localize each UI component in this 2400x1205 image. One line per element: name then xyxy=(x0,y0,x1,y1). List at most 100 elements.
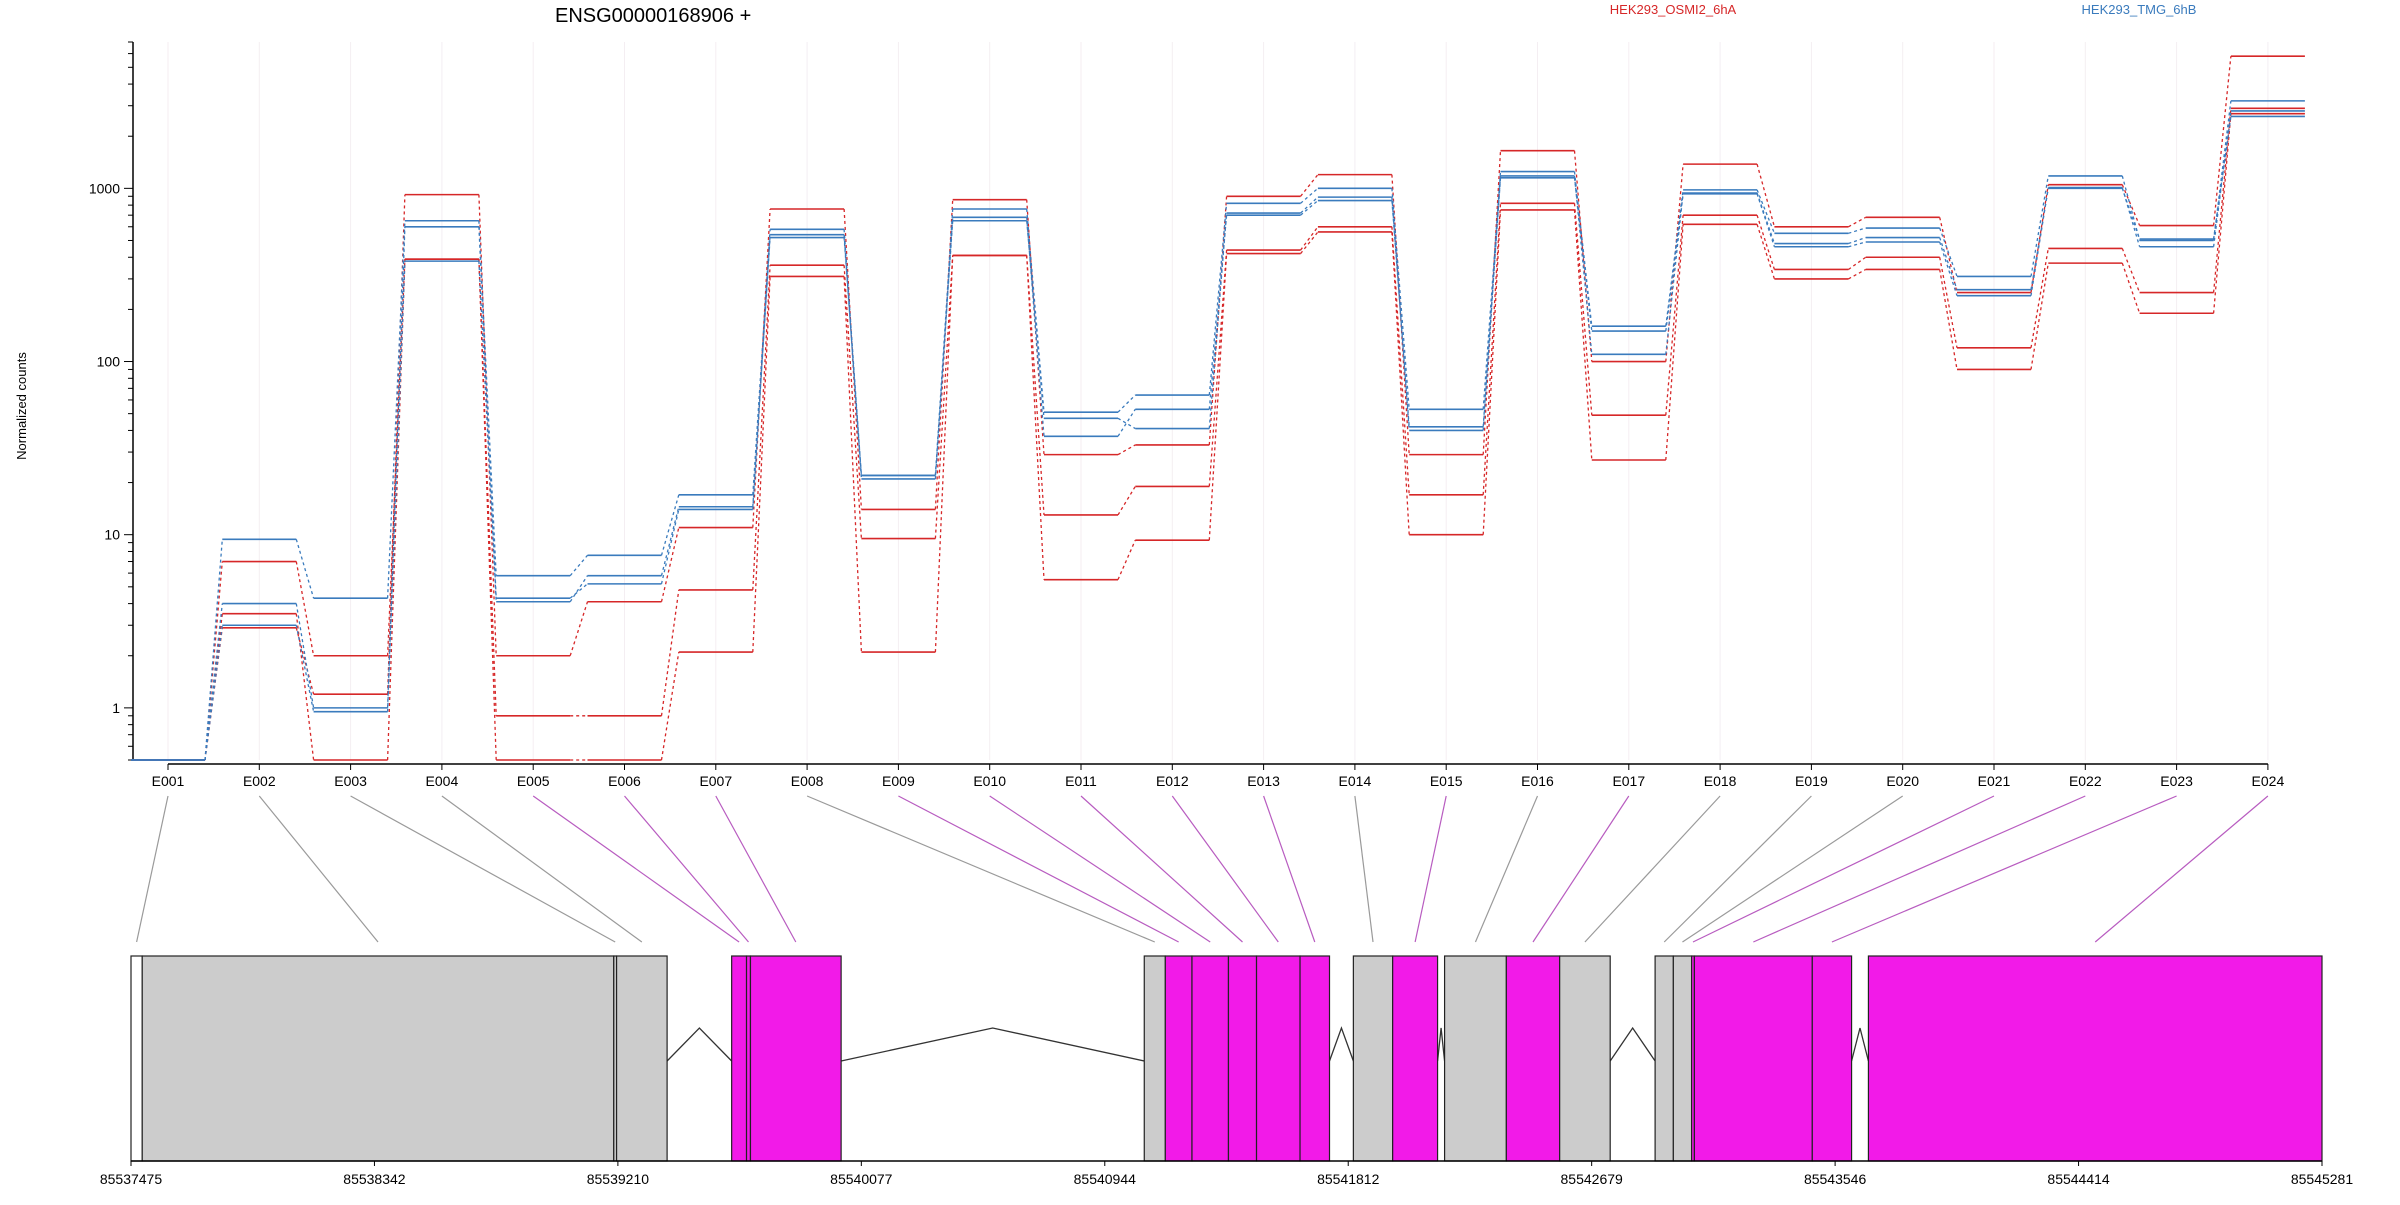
series-2-connector xyxy=(1391,226,1410,495)
series-1 xyxy=(131,55,2305,761)
chart-title: ENSG00000168906 + xyxy=(555,5,751,27)
series-6-connector xyxy=(1848,236,1866,245)
x-tick-label-e001: E001 xyxy=(152,773,185,789)
series-3-connector xyxy=(1482,209,1502,535)
series-3 xyxy=(131,112,2305,761)
connector-e016 xyxy=(1474,795,1539,943)
intron-line xyxy=(840,1027,1145,1062)
series-2-connector xyxy=(386,259,406,656)
series-2-connector xyxy=(660,589,680,716)
y-tick-label: 1 xyxy=(112,700,120,716)
series-5-connector xyxy=(386,226,406,708)
series-3-connector xyxy=(1756,224,1776,280)
series-layer xyxy=(131,55,2305,761)
connector-e020 xyxy=(1682,795,1904,943)
exon-box-e007 xyxy=(749,955,842,1162)
exon-box-e010 xyxy=(1191,955,1230,1162)
series-5-connector xyxy=(2121,187,2141,247)
series-5-connector xyxy=(1756,193,1776,247)
exon-box-e011 xyxy=(1227,955,1258,1162)
y-axis-label: Normalized counts xyxy=(14,352,29,460)
series-5-connector xyxy=(660,509,680,585)
genome-tick-label: 85540944 xyxy=(1074,1171,1137,1187)
series-5-connector xyxy=(1117,408,1136,437)
series-6-connector xyxy=(1300,196,1319,214)
x-tick-label-e005: E005 xyxy=(517,773,550,789)
series-2-connector xyxy=(1300,226,1319,251)
legend-label-osmi2: HEK293_OSMI2_6hA xyxy=(1610,2,1737,17)
series-3-connector xyxy=(2121,262,2141,314)
connector-e007 xyxy=(715,795,797,943)
series-5-connector xyxy=(1848,241,1866,248)
exon-box-e012 xyxy=(1255,955,1301,1162)
series-3-connector xyxy=(934,255,954,653)
series-3-connector xyxy=(843,276,863,653)
connector-e010 xyxy=(989,795,1211,943)
axis-layer: 1 10 100 1000 E001 E002 E003 E004 E005 E006 E007 E0… xyxy=(89,41,2284,789)
series-4-connector xyxy=(1756,189,1776,234)
series-4 xyxy=(131,100,2305,761)
series-1-connector xyxy=(2121,184,2141,226)
x-tick-label-e003: E003 xyxy=(334,773,367,789)
series-2-connector xyxy=(478,259,497,716)
connector-e006 xyxy=(624,795,749,943)
series-3-connector xyxy=(386,259,406,761)
series-3-connector xyxy=(1848,268,1867,280)
series-6-connector xyxy=(2030,188,2049,290)
exon-box-e005 xyxy=(731,955,748,1162)
series-4-connector xyxy=(1573,171,1593,327)
series-4-connector xyxy=(386,220,406,599)
exon-box-e024 xyxy=(1867,955,2323,1162)
series-4-connector xyxy=(478,220,497,576)
connector-e012 xyxy=(1171,795,1279,943)
exon-box-e019 xyxy=(1654,955,1674,1162)
series-6-connector xyxy=(1756,192,1776,244)
exon-box-e014 xyxy=(1352,955,1394,1162)
genome-tick-label: 85545281 xyxy=(2291,1171,2354,1187)
series-1-connector xyxy=(1117,444,1136,456)
intron-line xyxy=(666,1027,733,1062)
gene-model: 85537475 85538342 85539210 85540077 85540944… xyxy=(100,955,2354,1187)
connector-e017 xyxy=(1532,795,1630,943)
series-3-connector xyxy=(1300,231,1319,254)
x-tick-label-e008: E008 xyxy=(791,773,824,789)
x-tick-label-e023: E023 xyxy=(2160,773,2193,789)
exon-box-e022 xyxy=(1693,955,1813,1162)
exon-box-e001 xyxy=(130,955,143,1162)
intron-line xyxy=(1609,1026,1656,1062)
series-6-connector xyxy=(1208,213,1228,429)
series-1-connector xyxy=(569,601,589,656)
series-1-connector xyxy=(2212,56,2232,226)
series-6-connector xyxy=(386,261,406,712)
series-4-connector xyxy=(295,539,315,599)
series-2-connector xyxy=(2121,248,2141,293)
series-3-connector xyxy=(1573,209,1593,461)
series-2-connector xyxy=(2030,248,2049,348)
x-tick-label-e022: E022 xyxy=(2069,773,2102,789)
exon-box-e023 xyxy=(1811,955,1853,1162)
connector-e008 xyxy=(806,795,1156,943)
grid-layer xyxy=(167,42,2269,760)
series-4-connector xyxy=(2030,175,2049,277)
series-5-connector xyxy=(204,603,223,761)
series-5-connector xyxy=(478,226,497,599)
series-4-connector xyxy=(1391,188,1410,410)
connector-e013 xyxy=(1263,795,1316,943)
genome-tick-label: 85540077 xyxy=(830,1171,893,1187)
connector-e014 xyxy=(1354,795,1374,943)
series-6-connector xyxy=(752,237,771,507)
series-2-connector xyxy=(295,561,315,656)
series-5-connector xyxy=(1391,200,1410,427)
connector-e009 xyxy=(898,795,1179,943)
exon-box-e017 xyxy=(1505,955,1561,1162)
series-3-connector xyxy=(752,276,771,653)
connector-e002 xyxy=(258,795,379,943)
series-5-connector xyxy=(1208,215,1228,410)
intron-line xyxy=(1436,1027,1446,1062)
x-tick-label-e010: E010 xyxy=(973,773,1006,789)
genome-tick-label: 85543546 xyxy=(1804,1171,1867,1187)
series-4-connector xyxy=(1848,227,1866,234)
exon-box-e018 xyxy=(1559,955,1611,1162)
